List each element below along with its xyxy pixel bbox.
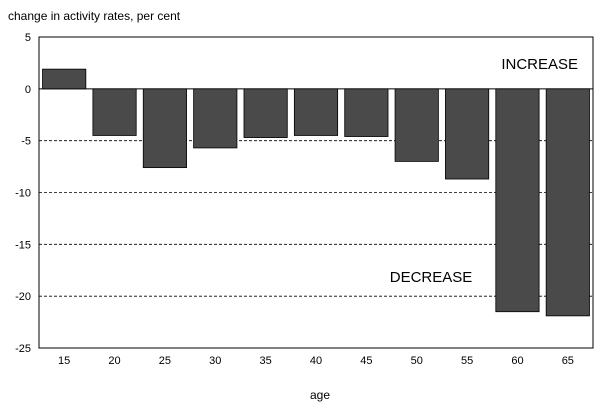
bars: [42, 68, 590, 317]
bar-age-50: [394, 88, 439, 162]
x-axis-title: age: [310, 388, 330, 402]
y-tick-label: -15: [15, 239, 31, 251]
y-tick-label: -25: [15, 343, 31, 355]
bar-age-60: [495, 88, 540, 313]
bar-age-65: [545, 88, 590, 317]
x-tick-label: 45: [360, 355, 372, 367]
y-tick-label: -10: [15, 188, 31, 200]
y-tick-label: 5: [25, 32, 31, 44]
x-tick-label: 60: [511, 355, 523, 367]
bar-age-35: [243, 88, 288, 138]
bar-age-20: [92, 88, 137, 136]
x-tick-label: 55: [461, 355, 473, 367]
bar-age-25: [142, 88, 187, 169]
y-tick-label: 0: [25, 84, 31, 96]
x-tick-label: 40: [310, 355, 322, 367]
x-tick-label: 65: [562, 355, 574, 367]
plot-frame: [38, 36, 594, 349]
x-tick-label: 30: [209, 355, 221, 367]
x-tick-label: 35: [260, 355, 272, 367]
x-tick-label: 25: [159, 355, 171, 367]
y-axis-title: change in activity rates, per cent: [8, 9, 181, 23]
bar-age-30: [193, 88, 238, 149]
y-tick-label: -20: [15, 291, 31, 303]
x-tick-label: 15: [58, 355, 70, 367]
x-tick-label: 50: [411, 355, 423, 367]
y-tick-label: -5: [21, 136, 31, 148]
x-tick-labels: 15 20 25 30 35 40 45 50 55 60 65: [58, 355, 574, 367]
bar-age-55: [445, 88, 490, 180]
decrease-annotation: DECREASE: [390, 269, 473, 286]
y-tick-labels: 5 0 -5 -10 -15 -20 -25: [15, 32, 31, 355]
bar-age-40: [293, 88, 339, 136]
bar-age-15: [42, 68, 87, 90]
increase-annotation: INCREASE: [501, 56, 578, 73]
x-tick-label: 20: [108, 355, 120, 367]
bar-age-45: [344, 88, 389, 137]
